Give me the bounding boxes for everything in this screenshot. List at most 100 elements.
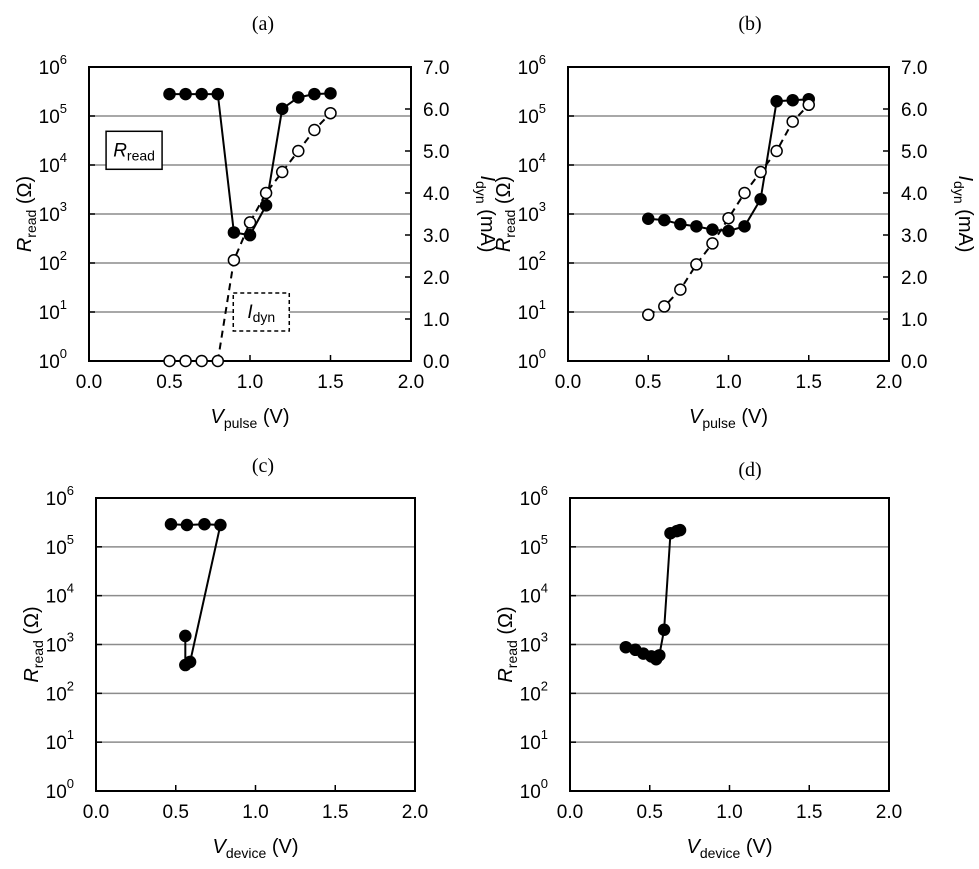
x-tick-label: 1.5 [796,802,822,823]
y-tick-label: 101 [39,297,67,324]
x-tick-label: 1.5 [317,372,343,393]
y2-axis-label: Idyn (mA) [473,175,498,252]
panel-label: (d) [738,459,761,481]
data-point-rread [722,224,735,238]
y2-tick-label: 3.0 [901,226,927,247]
y-tick-label: 104 [46,581,74,608]
x-tick-label: 0.0 [555,372,581,393]
y-tick-label: 100 [39,346,67,373]
y2-tick-label: 6.0 [423,100,449,121]
y-tick-label: 106 [520,483,548,510]
x-tick-label: 2.0 [876,372,902,393]
data-point-rread [738,220,751,233]
y-tick-label: 105 [39,101,67,128]
y2-tick-label: 1.0 [901,310,927,331]
data-point-idyn [195,354,208,368]
y2-tick-label: 4.0 [901,184,927,205]
y2-tick-label: 2.0 [423,268,449,289]
y-axis-label: Rread (Ω) [14,176,39,252]
x-tick-label: 0.5 [637,802,663,823]
x-tick-label: 1.0 [237,372,263,393]
x-tick-label: 1.0 [715,372,741,393]
y-tick-label: 101 [46,727,74,754]
x-axis-label: Vpulse (V) [689,406,768,431]
y-tick-label: 105 [46,532,74,559]
data-point-rread [673,523,687,537]
y2-tick-label: 1.0 [423,310,449,331]
x-tick-label: 1.5 [322,802,348,823]
y-tick-label: 102 [46,678,74,705]
y-tick-label: 104 [518,150,546,177]
data-point-rread [706,223,719,236]
legend-label-read: Rread [113,140,155,163]
y-tick-label: 103 [518,199,546,226]
x-tick-label: 0.5 [635,372,661,393]
y-axis-label: Rread (Ω) [495,606,520,682]
data-point-rread [179,629,192,643]
data-point-rread [179,87,192,101]
y-tick-label: 105 [520,532,548,559]
y-axis-label: Rread (Ω) [493,176,518,252]
data-point-idyn [163,354,176,368]
data-point-rread [754,192,767,206]
data-point-rread [292,91,305,104]
x-tick-label: 2.0 [402,802,428,823]
data-point-idyn [642,308,655,322]
y2-tick-label: 7.0 [901,58,927,79]
data-point-idyn [722,211,735,225]
data-point-idyn [706,237,719,250]
data-point-idyn [211,354,225,368]
y-tick-label: 106 [518,52,546,79]
x-tick-label: 0.0 [83,802,109,823]
data-point-rread [786,93,799,107]
x-tick-label: 0.5 [156,372,182,393]
chart-panel-c: (c) 100 101 102 103 104 105 106 0.0 0.5 1.0 1.5 2.0 V… [21,455,428,861]
x-axis-label: Vpulse (V) [210,406,289,431]
data-point-idyn [658,300,671,313]
y2-tick-label: 0.0 [423,352,449,373]
y-tick-label: 103 [46,630,74,657]
y-tick-label: 102 [39,248,67,275]
series-line-idyn [647,104,810,316]
y-tick-label: 103 [520,630,548,657]
panel-label: (a) [252,13,274,35]
y2-tick-label: 5.0 [901,142,927,163]
y-tick-label: 102 [518,248,546,275]
x-axis-label: Vdevice (V) [212,836,298,861]
data-point-idyn [674,283,687,296]
y-tick-label: 105 [518,101,546,128]
y2-tick-label: 5.0 [423,142,449,163]
y-tick-label: 103 [39,199,67,226]
data-point-idyn [275,165,289,179]
data-point-idyn [259,186,273,200]
data-point-rread [653,649,666,662]
y2-tick-label: 0.0 [901,352,927,373]
data-point-rread [642,212,655,225]
y2-tick-label: 4.0 [423,184,449,205]
y-tick-label: 102 [520,678,548,705]
y2-tick-label: 3.0 [423,226,449,247]
y-tick-label: 100 [46,776,74,803]
y-tick-label: 101 [520,727,548,754]
data-point-rread [657,623,671,637]
data-point-rread [214,518,227,532]
x-tick-label: 0.0 [557,802,583,823]
data-point-idyn [292,144,305,158]
data-point-idyn [754,165,767,179]
data-point-idyn [243,216,257,229]
data-point-rread [198,518,211,531]
series-line-rread [625,529,681,661]
data-point-idyn [770,144,783,158]
data-point-rread [275,102,289,116]
y-tick-label: 101 [518,297,546,324]
data-point-rread [195,87,208,101]
panel-label: (b) [738,13,761,35]
data-point-rread [163,87,176,101]
data-point-rread [227,226,241,239]
x-tick-label: 1.0 [716,802,742,823]
x-tick-label: 1.0 [242,802,268,823]
data-point-idyn [227,253,241,267]
